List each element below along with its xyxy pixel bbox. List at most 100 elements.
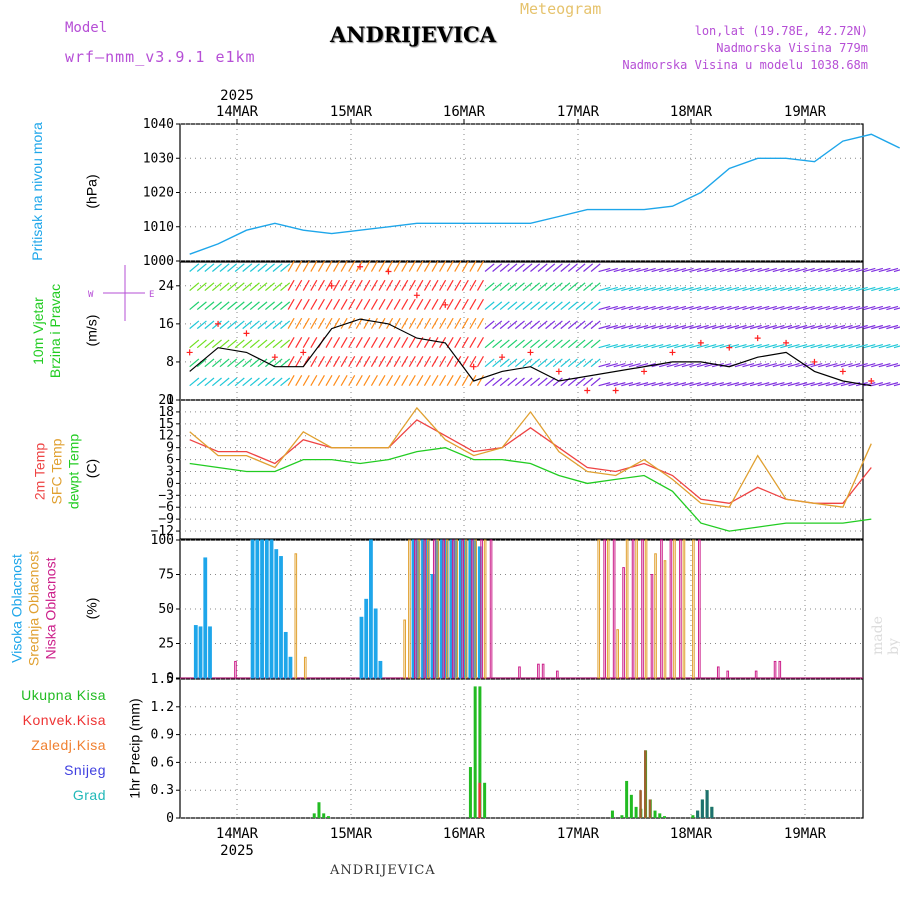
wind-barb bbox=[848, 286, 861, 292]
wind-barb bbox=[765, 286, 777, 292]
wind-barb bbox=[189, 320, 200, 330]
wind-barb bbox=[317, 298, 325, 310]
wind-barb bbox=[802, 382, 815, 387]
wind-barb bbox=[212, 301, 222, 311]
wind-barb bbox=[606, 286, 618, 292]
gust-marker bbox=[811, 358, 818, 365]
wind-barb bbox=[719, 286, 732, 292]
precip-bar bbox=[634, 806, 638, 818]
wind-barb bbox=[393, 298, 401, 310]
wind-barb bbox=[606, 305, 618, 311]
wind-barb bbox=[469, 336, 477, 348]
wind-barb bbox=[386, 298, 394, 310]
wind-barb bbox=[530, 320, 541, 330]
wind-barb bbox=[484, 339, 495, 349]
wind-barb bbox=[196, 358, 207, 368]
precip-tick-label: 1.5 bbox=[151, 672, 174, 687]
cloud-bar bbox=[288, 656, 293, 679]
wind-barb bbox=[878, 267, 891, 273]
wind-barb bbox=[567, 377, 578, 387]
temp-tick-label: −9 bbox=[158, 512, 174, 527]
wind-barb bbox=[757, 324, 770, 330]
cloud-bar bbox=[603, 539, 606, 679]
wind-barb bbox=[689, 324, 702, 330]
temp-tick-label: 15 bbox=[158, 417, 174, 432]
wind-barb bbox=[787, 305, 800, 311]
cloud-bar bbox=[250, 539, 255, 679]
wind-barb bbox=[689, 343, 702, 349]
precip-bar bbox=[663, 816, 666, 818]
wind-barb bbox=[802, 286, 815, 292]
wind-barb bbox=[333, 355, 341, 367]
wind-barb bbox=[492, 263, 503, 272]
precip-bar bbox=[317, 802, 321, 818]
wind-barb bbox=[416, 375, 424, 387]
cloud-bar bbox=[606, 539, 610, 679]
wind-barb bbox=[287, 279, 295, 291]
wind-barb bbox=[598, 382, 611, 387]
wind-barb bbox=[348, 298, 356, 310]
wind-barb bbox=[621, 343, 634, 349]
cloud-bar bbox=[208, 626, 212, 679]
wind-barb bbox=[886, 363, 899, 368]
wind-barb bbox=[560, 320, 571, 330]
bottom-day-label: 16MAR bbox=[443, 826, 486, 842]
wind-barb bbox=[833, 324, 846, 330]
wind-barb bbox=[651, 305, 664, 311]
wind-barb bbox=[583, 282, 594, 292]
wind-barb bbox=[757, 286, 770, 292]
wind-barb bbox=[825, 343, 838, 349]
cloud-bar bbox=[436, 539, 440, 679]
wind-barb bbox=[507, 358, 518, 368]
wind-barb bbox=[476, 355, 484, 367]
wind-barb bbox=[530, 301, 541, 311]
wind-barb bbox=[370, 336, 378, 348]
wind-barb bbox=[461, 336, 469, 348]
wind-barb bbox=[886, 324, 899, 330]
wind-barb bbox=[886, 343, 899, 349]
wind-barb bbox=[681, 324, 694, 330]
precip-tick-label: 0 bbox=[166, 811, 174, 826]
cloud-bar bbox=[660, 539, 663, 679]
wind-barb bbox=[712, 267, 724, 273]
cloud-bar bbox=[260, 539, 264, 679]
wind-barb bbox=[575, 282, 586, 292]
wind-barb bbox=[393, 260, 401, 272]
wind-barb bbox=[659, 363, 671, 368]
precip-tick-label: 0.9 bbox=[151, 728, 174, 743]
model-label: Model bbox=[65, 20, 108, 36]
cloud-bar bbox=[692, 539, 695, 679]
wind-barb bbox=[871, 324, 884, 330]
wind-barb bbox=[272, 320, 283, 330]
wind-barb bbox=[317, 375, 325, 387]
wind-barb bbox=[787, 286, 800, 292]
cloud-bar bbox=[255, 539, 260, 679]
wind-barb bbox=[734, 363, 747, 368]
wind-barb bbox=[659, 324, 671, 330]
wind-barb bbox=[363, 375, 371, 387]
wind-barb bbox=[492, 339, 503, 349]
wind-barb bbox=[196, 263, 207, 272]
wind-barb bbox=[772, 382, 785, 387]
wind-barb bbox=[530, 377, 541, 387]
temp-tick-label: 9 bbox=[166, 441, 174, 456]
gust-marker bbox=[697, 339, 704, 346]
wind-barb bbox=[598, 343, 611, 349]
wind-barb bbox=[333, 298, 341, 310]
wind-barb bbox=[514, 282, 525, 292]
wind-barb bbox=[423, 279, 431, 291]
precip-tick-label: 1.2 bbox=[151, 700, 174, 715]
wind-barb bbox=[219, 320, 230, 330]
wind-barb bbox=[363, 355, 371, 367]
elevation-label: Nadmorska Visina 779m bbox=[716, 41, 868, 55]
wind-barb bbox=[461, 375, 469, 387]
wind-barb bbox=[189, 339, 200, 349]
wind-barb bbox=[871, 286, 884, 292]
wind-barb bbox=[295, 317, 303, 329]
precip-bar bbox=[610, 810, 614, 818]
wind-barb bbox=[219, 263, 230, 272]
temp-tick-label: 21 bbox=[158, 393, 174, 408]
wind-barb bbox=[878, 305, 891, 311]
wind-barb bbox=[643, 305, 656, 311]
gust-marker bbox=[839, 368, 846, 375]
